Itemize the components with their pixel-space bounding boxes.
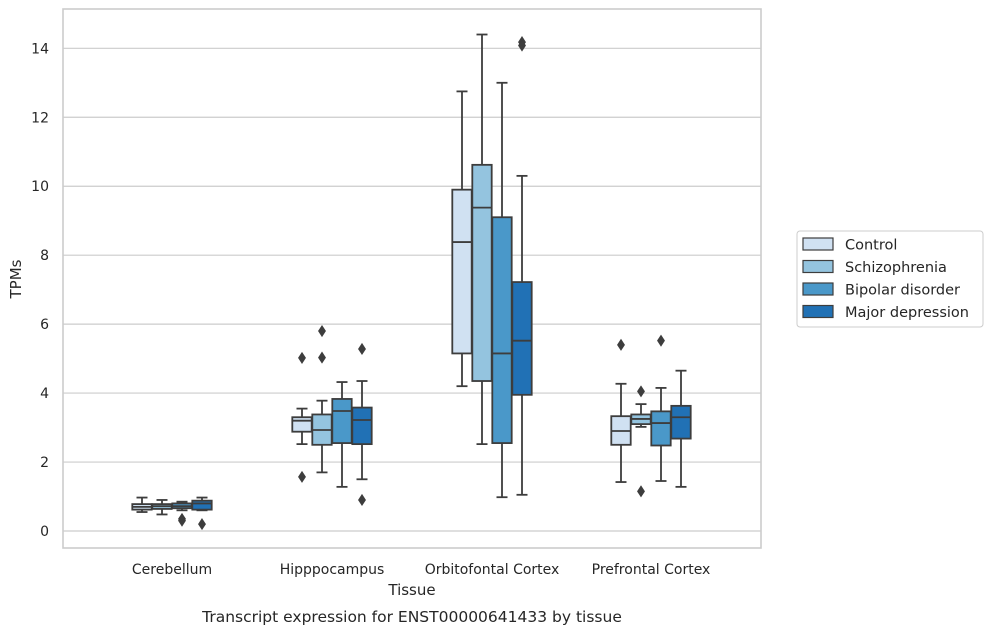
outlier-point: [617, 338, 625, 351]
outlier-point: [657, 334, 665, 347]
x-tick-label: Orbitofontal Cortex: [425, 562, 560, 578]
y-tick-label: 4: [40, 386, 49, 402]
y-axis-label: TPMs: [7, 259, 25, 299]
outlier-point: [298, 351, 306, 364]
legend-label: Major depression: [845, 305, 969, 321]
box-body: [491, 216, 513, 444]
legend-frame: [796, 230, 984, 328]
grid-lines: [63, 47, 761, 532]
box-body: [191, 499, 213, 511]
box-2-2: [491, 81, 513, 499]
box-2-1: [331, 381, 353, 488]
x-tick-labels: Cerebellum Hipppocampus Orbitofontal Corte…: [132, 562, 710, 578]
outlier-point: [358, 342, 366, 356]
box-1-0: [151, 499, 173, 516]
box-body: [351, 406, 373, 446]
box-body: [451, 188, 473, 355]
outlier-point: [637, 485, 645, 498]
box-body: [670, 404, 692, 440]
legend-swatch: [802, 282, 834, 296]
outlier-point: [318, 324, 326, 338]
box-1-2: [471, 33, 493, 446]
box-0-3: [610, 338, 632, 483]
box-body: [511, 281, 533, 396]
chart-caption: Transcript expression for ENST0000064143…: [201, 608, 622, 626]
box-3-0: [191, 496, 213, 531]
legend-swatch: [802, 304, 834, 319]
box-body: [291, 416, 313, 433]
legend-label: Bipolar disorder: [845, 283, 960, 299]
box-0-2: [451, 90, 473, 388]
legend-label: Control: [845, 238, 897, 254]
legend: Control Schizophrenia Bipolar disorder Majo…: [796, 230, 984, 328]
box-body: [650, 410, 672, 447]
box-2-3: [650, 334, 672, 482]
outlier-point: [358, 493, 366, 507]
y-tick-label: 14: [31, 41, 49, 57]
box-3-3: [670, 369, 692, 488]
box-0-1: [291, 351, 313, 483]
outlier-point: [178, 514, 186, 527]
outlier-point: [518, 39, 526, 52]
x-tick-label: Prefrontal Cortex: [592, 562, 711, 578]
y-tick-label: 8: [40, 248, 49, 264]
plot-frame: [62, 8, 762, 549]
box-2-0: [171, 500, 193, 527]
outlier-point: [318, 351, 326, 364]
outlier-point: [298, 470, 306, 483]
y-tick-label: 2: [40, 455, 49, 471]
box-3-1: [351, 342, 373, 507]
x-tick-label: Cerebellum: [132, 562, 212, 578]
box-0-0: [131, 496, 153, 513]
y-tick-label: 12: [31, 110, 49, 126]
y-tick-label: 10: [31, 179, 49, 195]
x-tick-label: Hipppocampus: [280, 562, 385, 578]
boxes: [131, 33, 692, 531]
y-tick-labels: 0 2 4 6 8 10 12 14: [31, 41, 49, 540]
outlier-point: [637, 385, 645, 398]
box-body: [331, 398, 353, 444]
x-axis-label: Tissue: [387, 581, 435, 599]
box-1-1: [311, 324, 333, 474]
legend-swatch: [802, 237, 834, 251]
box-3-2: [511, 36, 533, 496]
legend-label: Schizophrenia: [845, 260, 947, 276]
legend-swatch: [802, 259, 834, 274]
y-tick-label: 6: [40, 317, 49, 333]
box-1-3: [630, 385, 652, 498]
outlier-point: [198, 518, 206, 531]
box-body: [471, 163, 493, 382]
y-tick-label: 0: [40, 524, 49, 540]
